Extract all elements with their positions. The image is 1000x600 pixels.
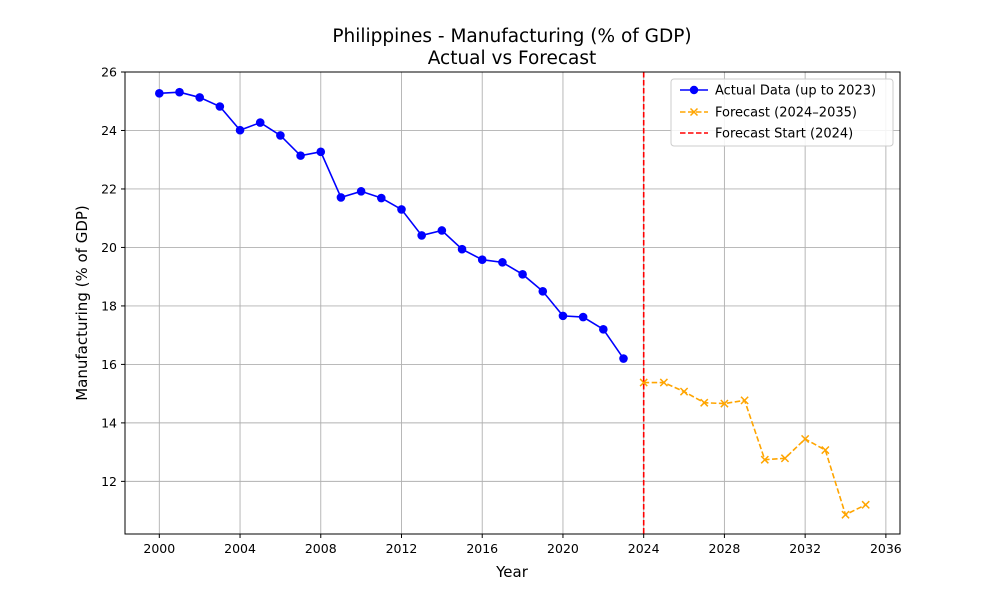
- x-axis-title: Year: [495, 563, 529, 581]
- data-point-forecast: [700, 398, 709, 407]
- series-line-actual: [159, 91, 625, 360]
- data-point-actual: [578, 312, 588, 322]
- data-point-actual: [538, 287, 548, 296]
- data-point-actual: [437, 226, 447, 235]
- data-point-forecast: [679, 387, 689, 396]
- data-point-actual: [255, 118, 265, 127]
- data-point-forecast: [861, 500, 870, 509]
- data-point-actual: [155, 89, 164, 98]
- data-point-actual: [457, 244, 467, 254]
- legend-item-actual: Actual Data (up to 2023): [680, 84, 876, 99]
- data-point-actual: [276, 131, 285, 140]
- legend: Actual Data (up to 2023) Forecast (2024–…: [670, 78, 894, 147]
- x-tick-label: 2020: [547, 541, 579, 556]
- plot-series: [155, 72, 870, 534]
- y-tick-label: 12: [101, 474, 117, 489]
- plot-frame: [124, 71, 901, 535]
- legend-item-forecast: Forecast (2024–2035): [680, 106, 857, 121]
- data-point-actual: [235, 125, 245, 135]
- y-tick-label: 22: [101, 181, 117, 196]
- data-point-actual: [336, 193, 346, 202]
- data-point-forecast: [821, 445, 830, 455]
- data-point-actual: [558, 311, 568, 321]
- data-point-forecast: [720, 399, 729, 408]
- x-tick-label: 2000: [143, 541, 175, 556]
- legend-marker-forecast: [689, 107, 699, 117]
- legend-label-forecast: Forecast (2024–2035): [715, 106, 857, 121]
- data-point-actual: [296, 151, 305, 160]
- data-point-actual: [195, 93, 204, 102]
- data-point-actual: [477, 255, 487, 265]
- data-point-actual: [619, 354, 628, 363]
- chart-subtitle: Actual vs Forecast: [428, 48, 597, 69]
- legend-label-actual: Actual Data (up to 2023): [715, 84, 876, 99]
- data-point-forecast: [740, 396, 749, 405]
- data-point-forecast: [841, 510, 850, 519]
- axis-ticks: 2000 2004 2008 2012 2016 2020 2024 2028 2032 2036…: [101, 65, 902, 557]
- series-line-forecast: [643, 381, 867, 516]
- x-tick-label: 2008: [305, 541, 337, 556]
- x-tick-label: 2004: [224, 541, 256, 556]
- x-tick-label: 2012: [386, 541, 418, 556]
- x-tick-label: 2016: [466, 541, 498, 556]
- data-point-actual: [518, 270, 527, 279]
- data-point-forecast: [639, 378, 648, 387]
- data-point-forecast: [659, 378, 668, 387]
- data-point-actual: [417, 231, 426, 240]
- data-point-actual: [215, 102, 225, 111]
- x-tick-label: 2036: [870, 541, 902, 556]
- legend-label-forecast-start: Forecast Start (2024): [715, 127, 853, 142]
- y-tick-label: 26: [101, 65, 117, 80]
- legend-box: [670, 78, 894, 147]
- x-tick-label: 2024: [628, 541, 660, 556]
- data-point-actual: [377, 193, 386, 203]
- y-tick-label: 18: [101, 298, 117, 313]
- y-tick-label: 16: [101, 357, 117, 372]
- data-point-forecast: [801, 434, 810, 444]
- data-point-actual: [316, 147, 326, 157]
- y-tick-label: 14: [101, 415, 117, 430]
- chart-title: Philippines - Manufacturing (% of GDP): [332, 26, 691, 47]
- y-axis-title: Manufacturing (% of GDP): [73, 205, 91, 401]
- y-tick-label: 20: [101, 240, 117, 255]
- legend-item-forecast-start: Forecast Start (2024): [680, 127, 853, 142]
- y-tick-label: 24: [101, 123, 117, 138]
- legend-marker-actual: [689, 85, 699, 95]
- data-point-actual: [498, 258, 507, 267]
- data-point-actual: [397, 205, 406, 214]
- x-tick-label: 2032: [789, 541, 821, 556]
- data-point-forecast: [760, 455, 769, 464]
- data-point-forecast: [780, 454, 790, 463]
- data-point-actual: [175, 87, 184, 97]
- x-tick-label: 2028: [709, 541, 741, 556]
- data-point-actual: [599, 325, 608, 334]
- data-point-actual: [356, 187, 366, 196]
